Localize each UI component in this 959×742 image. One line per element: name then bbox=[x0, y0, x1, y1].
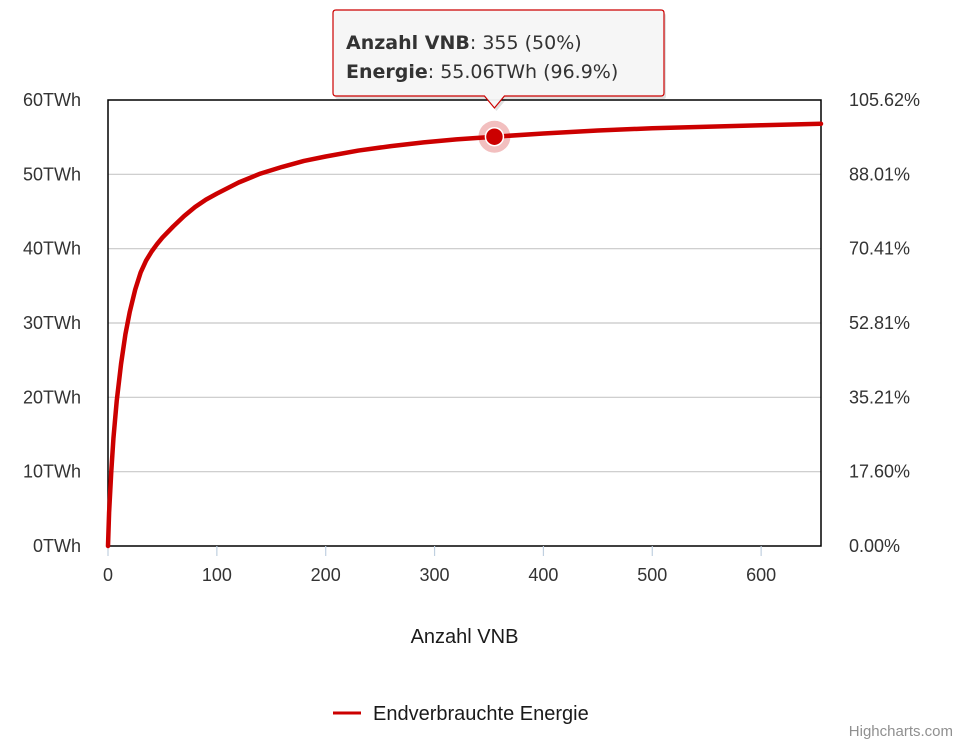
y-left-tick-label: 30TWh bbox=[23, 313, 81, 333]
tooltip-colon-1: : bbox=[470, 32, 482, 54]
grid-lines bbox=[108, 173, 821, 473]
y-right-tick-label: 17.60% bbox=[849, 462, 910, 482]
x-tick-label: 0 bbox=[103, 565, 113, 585]
x-tick-label: 500 bbox=[637, 565, 667, 585]
legend[interactable]: Endverbrauchte Energie bbox=[333, 703, 589, 725]
y-left-tick-label: 50TWh bbox=[23, 164, 81, 184]
tooltip-line-1: Anzahl VNB: 355 (50%) bbox=[346, 32, 582, 54]
hover-point[interactable] bbox=[484, 126, 505, 147]
tooltip-x-value: 355 (50%) bbox=[482, 32, 581, 54]
credits-link[interactable]: Highcharts.com bbox=[849, 723, 953, 740]
x-tick-label: 200 bbox=[311, 565, 341, 585]
x-tick-label: 300 bbox=[420, 565, 450, 585]
y-left-tick-label: 0TWh bbox=[33, 536, 81, 556]
x-tick-label: 600 bbox=[746, 565, 776, 585]
y-right-tick-label: 35.21% bbox=[849, 387, 910, 407]
series-line[interactable] bbox=[105, 121, 824, 549]
tooltip-line-2: Energie: 55.06TWh (96.9%) bbox=[346, 61, 618, 83]
y-left-tick-label: 20TWh bbox=[23, 387, 81, 407]
x-axis-title: Anzahl VNB bbox=[411, 626, 519, 648]
y-right-tick-label: 52.81% bbox=[849, 313, 910, 333]
y-right-tick-label: 70.41% bbox=[849, 239, 910, 259]
y-right-tick-label: 0.00% bbox=[849, 536, 900, 556]
x-tick-label: 400 bbox=[528, 565, 558, 585]
right-axis-labels: 0.00% 17.60% 35.21% 52.81% 70.41% 88.01% 105.6… bbox=[849, 90, 920, 556]
series-layer[interactable] bbox=[105, 120, 824, 549]
tooltip-box bbox=[332, 9, 665, 109]
plot-border bbox=[107, 99, 822, 547]
y-left-tick-label: 10TWh bbox=[23, 462, 81, 482]
legend-series-label[interactable]: Endverbrauchte Energie bbox=[373, 703, 589, 725]
left-axis-labels: 0TWh 10TWh 20TWh 30TWh 40TWh 50TWh 60TWh bbox=[23, 90, 81, 556]
x-axis-ticks bbox=[107, 546, 762, 556]
y-right-tick-label: 105.62% bbox=[849, 90, 920, 110]
y-left-tick-label: 60TWh bbox=[23, 90, 81, 110]
y-right-tick-label: 88.01% bbox=[849, 164, 910, 184]
tooltip: Anzahl VNB: 355 (50%) Energie: 55.06TWh … bbox=[332, 9, 666, 111]
x-axis-labels: 0 100 200 300 400 500 600 bbox=[103, 565, 776, 585]
y-left-tick-label: 40TWh bbox=[23, 239, 81, 259]
tooltip-colon-2: : bbox=[428, 61, 440, 83]
x-tick-label: 100 bbox=[202, 565, 232, 585]
tooltip-y-value: 55.06TWh (96.9%) bbox=[440, 61, 618, 83]
tooltip-x-label: Anzahl VNB bbox=[346, 32, 470, 54]
tooltip-y-label: Energie bbox=[346, 61, 428, 83]
